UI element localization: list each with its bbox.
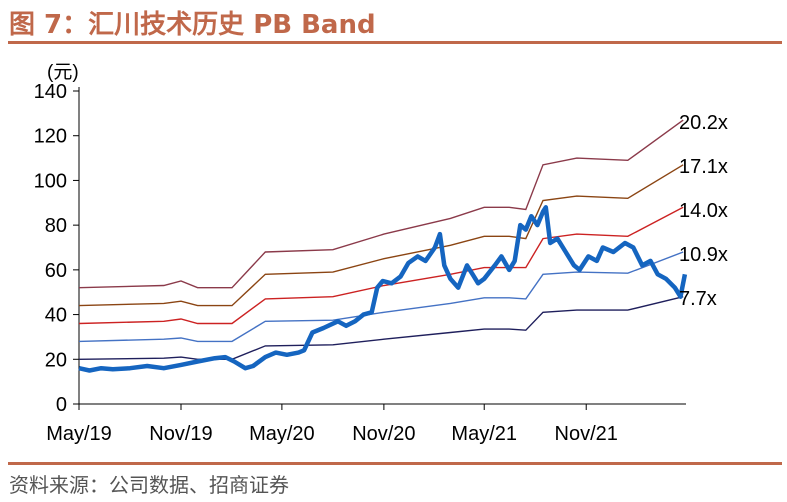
band-labels: 20.2x 17.1x 14.0x 10.9x 7.7x bbox=[679, 112, 728, 310]
band-line-10.9x bbox=[78, 251, 684, 343]
x-tick-label: Nov/19 bbox=[149, 423, 212, 445]
y-tick-label: 120 bbox=[34, 126, 67, 148]
x-tick-label: May/19 bbox=[46, 423, 112, 445]
y-tick-label: 60 bbox=[45, 260, 67, 282]
band-label-14.0x: 14.0x bbox=[679, 200, 728, 222]
band-line-14.0x bbox=[78, 206, 684, 325]
y-tick-label: 100 bbox=[34, 170, 67, 192]
band-label-10.9x: 10.9x bbox=[679, 244, 728, 266]
y-axis-unit: (元) bbox=[47, 62, 79, 83]
source-divider bbox=[8, 462, 782, 465]
x-tick-label: May/20 bbox=[249, 423, 315, 445]
x-tick-label: May/21 bbox=[451, 423, 517, 445]
x-tick-label: Nov/21 bbox=[555, 423, 618, 445]
band-label-20.2x: 20.2x bbox=[679, 112, 728, 134]
band-line-20.2x bbox=[78, 119, 684, 289]
title-divider bbox=[8, 41, 782, 44]
y-tick-label: 0 bbox=[56, 394, 67, 416]
band-label-17.1x: 17.1x bbox=[679, 156, 728, 178]
y-tick-label: 20 bbox=[45, 349, 67, 371]
y-tick-label: 140 bbox=[34, 81, 67, 103]
band-line-17.1x bbox=[78, 164, 684, 307]
price-line bbox=[78, 205, 688, 373]
series-layer bbox=[78, 119, 688, 373]
band-line-7.7x bbox=[78, 296, 684, 360]
band-label-7.7x: 7.7x bbox=[679, 288, 717, 310]
y-tick-label: 40 bbox=[45, 305, 67, 327]
axes: (元) 0 20 40 60 80 100 120 140 May/19 Nov/19 May/20 N… bbox=[34, 62, 686, 445]
source-note: 资料来源：公司数据、招商证券 bbox=[9, 473, 289, 497]
x-tick-label: Nov/20 bbox=[352, 423, 415, 445]
figure-title: 图 7：汇川技术历史 PB Band bbox=[9, 10, 376, 40]
y-tick-label: 80 bbox=[45, 215, 67, 237]
